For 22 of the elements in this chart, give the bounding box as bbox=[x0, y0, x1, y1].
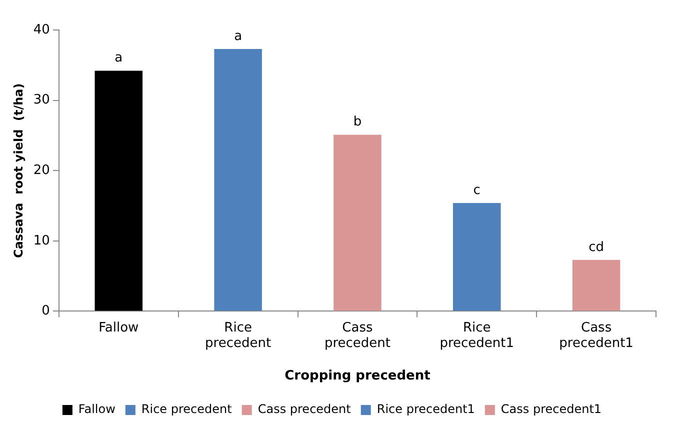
y-tick-label: 40 bbox=[33, 22, 50, 38]
y-tick-label: 0 bbox=[42, 304, 50, 319]
x-tick-label: Rice precedent bbox=[205, 320, 272, 351]
x-axis-title: Cropping precedent bbox=[284, 368, 430, 384]
x-tick-label: Rice precedent1 bbox=[440, 320, 514, 351]
legend-label: Cass precedent1 bbox=[500, 402, 602, 416]
annotation: cd bbox=[588, 240, 604, 255]
x-tick-label: Cass precedent1 bbox=[559, 320, 634, 351]
annotation: c bbox=[473, 182, 480, 198]
annotation: a bbox=[114, 50, 123, 66]
y-tick-label: 10 bbox=[33, 233, 50, 248]
annotation: b bbox=[353, 114, 362, 130]
y-tick-label: 20 bbox=[33, 162, 50, 178]
legend-label: Rice precedent1 bbox=[376, 402, 475, 416]
y-tick-label: 30 bbox=[33, 92, 50, 108]
x-tick-label: Cass precedent bbox=[324, 320, 390, 351]
annotation: a bbox=[234, 28, 242, 44]
legend-label: Cass precedent bbox=[258, 402, 352, 416]
x-tick-label: Fallow bbox=[98, 320, 140, 336]
legend-label: Fallow bbox=[78, 402, 116, 416]
legend-label: Rice precedent bbox=[141, 402, 232, 416]
y-axis-title: Cassava root yield (t/ha) bbox=[11, 83, 26, 258]
